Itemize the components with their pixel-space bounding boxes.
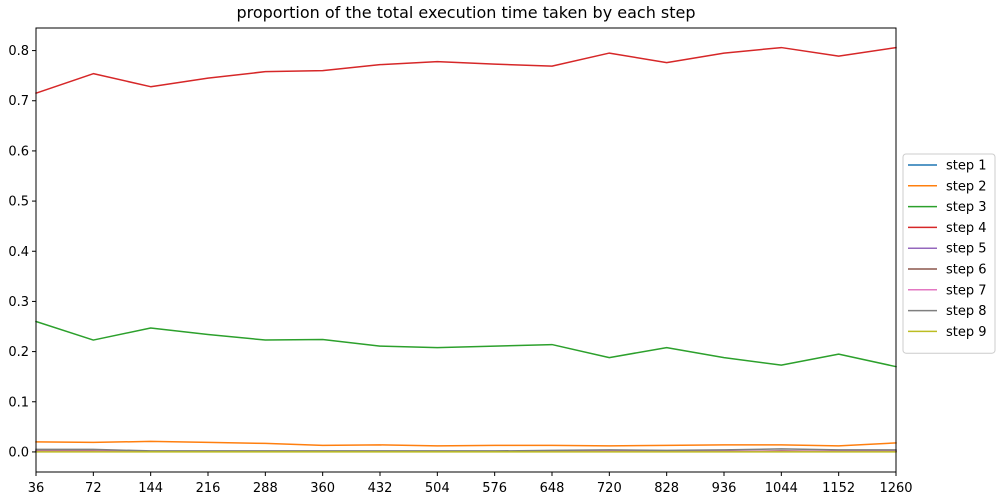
x-tick-label: 936 [712,481,737,496]
x-tick-label: 360 [310,481,335,496]
legend-label-step-6: step 6 [946,263,987,278]
series-line-step-3 [35,320,897,368]
series-line-step-4 [35,46,897,95]
x-tick-label: 1260 [879,481,912,496]
legend-label-step-9: step 9 [946,325,987,340]
y-tick-label: 0.4 [8,245,29,260]
x-tick-label: 1044 [765,481,798,496]
x-tick-label: 1152 [822,481,855,496]
legend-label-step-8: step 8 [946,304,987,319]
series-line-step-2 [35,440,897,447]
y-tick-label: 0.2 [8,345,29,360]
legend-box [902,153,996,354]
legend-label-step-3: step 3 [946,200,987,215]
legend-label-step-7: step 7 [946,283,987,298]
legend-label-step-2: step 2 [946,179,987,194]
plot-area: 36 72 144 216 288 360 432 504 576 648 720 828 936 104… [8,27,913,496]
series-line-step-8 [35,448,897,452]
legend: step 1 step 2 step 3 step 4 step 5 step 6 step… [902,153,996,354]
legend-label-step-1: step 1 [946,159,987,174]
y-tick-label: 0.3 [8,295,29,310]
y-tick-label: 0.5 [8,195,29,210]
x-tick-label: 288 [253,481,278,496]
chart-title: proportion of the total execution time t… [236,3,695,22]
legend-label-step-4: step 4 [946,221,987,236]
x-tick-label: 216 [196,481,221,496]
x-tick-label: 72 [85,481,102,496]
legend-label-step-5: step 5 [946,242,987,257]
x-tick-label: 432 [368,481,393,496]
x-tick-label: 36 [28,481,45,496]
x-tick-label: 648 [540,481,565,496]
y-tick-label: 0.7 [8,94,29,109]
y-tick-label: 0.8 [8,44,29,59]
x-tick-label: 576 [482,481,507,496]
axes-frame [35,27,897,473]
x-tick-label: 144 [138,481,163,496]
y-tick-label: 0.0 [8,445,29,460]
x-tick-label: 828 [654,481,679,496]
x-tick-label: 504 [425,481,450,496]
y-tick-label: 0.1 [8,395,29,410]
x-tick-label: 720 [597,481,622,496]
y-tick-label: 0.6 [8,144,29,159]
